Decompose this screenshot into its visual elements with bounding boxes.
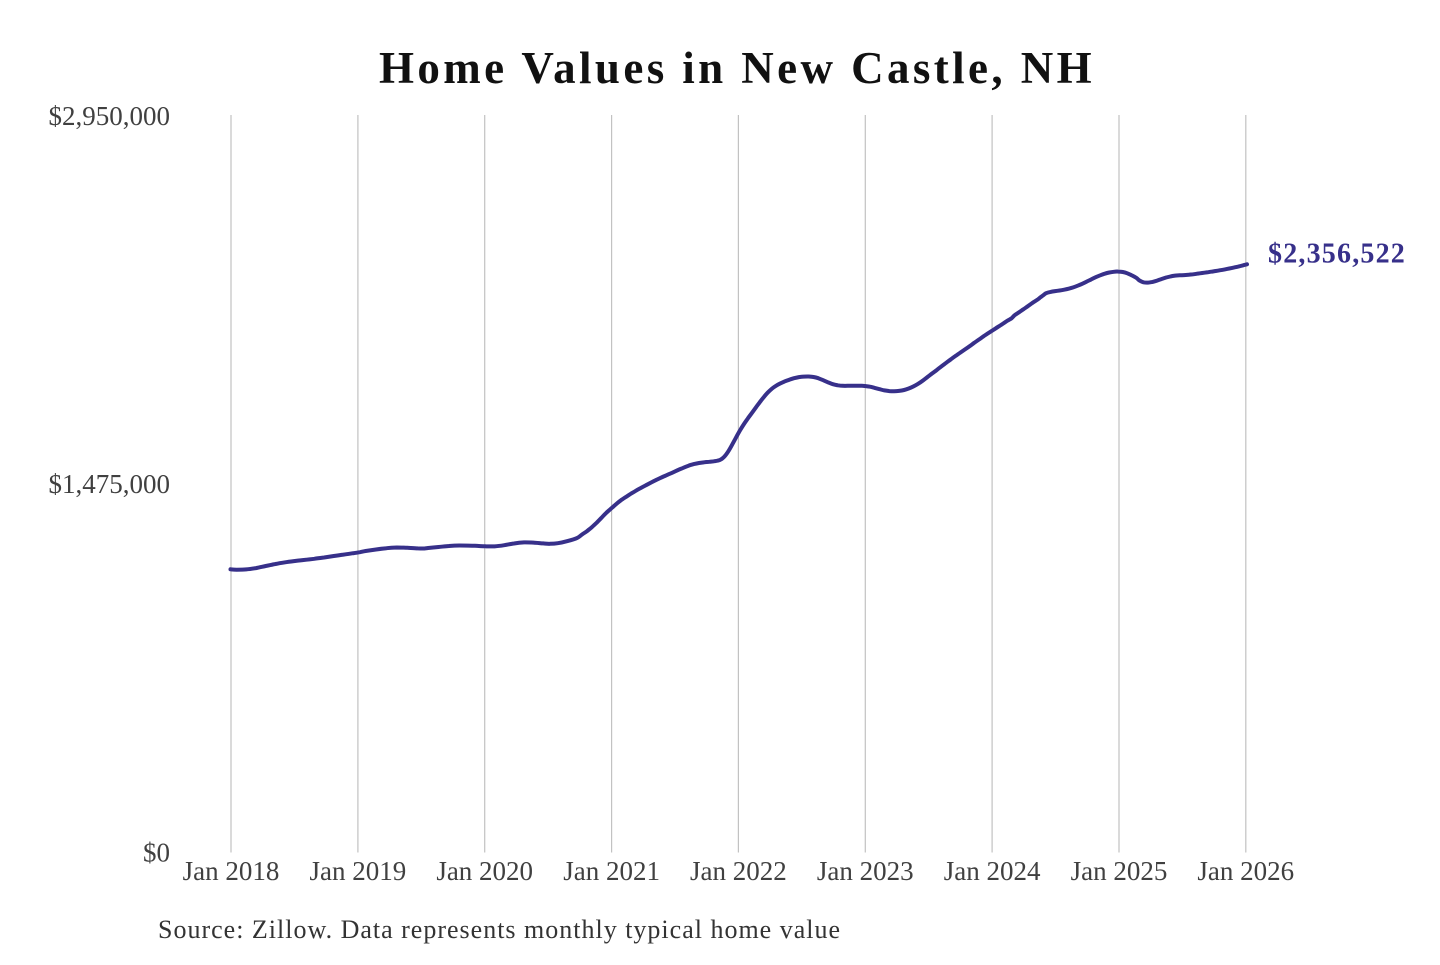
svg-text:Jan 2019: Jan 2019 — [310, 856, 407, 886]
svg-text:$2,950,000: $2,950,000 — [49, 101, 171, 131]
svg-text:$2,356,522: $2,356,522 — [1268, 239, 1406, 270]
svg-text:$0: $0 — [143, 837, 170, 867]
svg-text:Home Values in New Castle, NH: Home Values in New Castle, NH — [379, 43, 1095, 93]
svg-text:Jan 2021: Jan 2021 — [563, 856, 660, 886]
svg-text:Jan 2024: Jan 2024 — [944, 856, 1041, 886]
svg-text:Jan 2022: Jan 2022 — [690, 856, 787, 886]
svg-text:Jan 2018: Jan 2018 — [183, 856, 280, 886]
svg-text:Jan 2023: Jan 2023 — [817, 856, 914, 886]
svg-text:Jan 2025: Jan 2025 — [1071, 856, 1168, 886]
svg-text:Jan 2020: Jan 2020 — [436, 856, 533, 886]
svg-text:Jan 2026: Jan 2026 — [1197, 856, 1294, 886]
svg-text:$1,475,000: $1,475,000 — [49, 469, 171, 499]
svg-text:Source: Zillow. Data represent: Source: Zillow. Data represents monthly … — [158, 915, 841, 944]
